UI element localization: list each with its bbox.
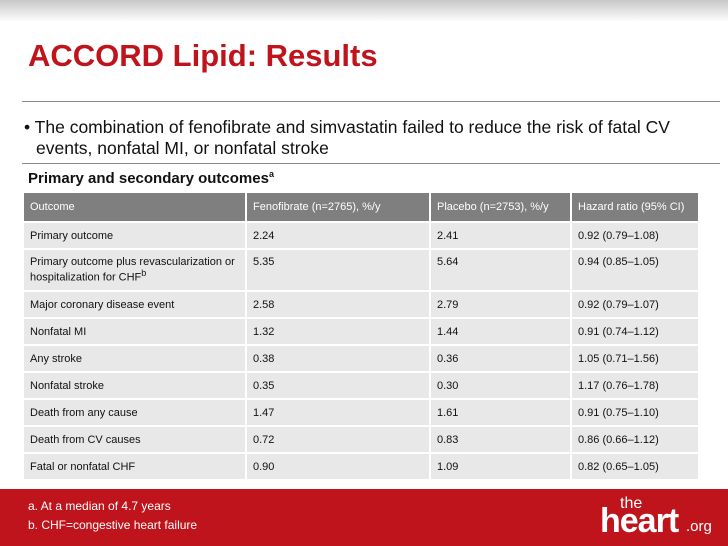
cell: 0.30	[430, 372, 572, 400]
cell: 1.05 (0.71–1.56)	[571, 345, 700, 373]
subtitle: Primary and secondary outcomesa	[28, 169, 274, 187]
cell: 0.38	[246, 345, 431, 373]
table-row: Any stroke 0.38 0.36 1.05 (0.71–1.56)	[24, 345, 700, 373]
cell: 0.92 (0.79–1.08)	[571, 222, 700, 250]
header-cell: Hazard ratio (95% CI)	[571, 193, 700, 223]
cell: 1.32	[246, 318, 431, 346]
cell: Nonfatal stroke	[24, 372, 247, 400]
subtitle-text: Primary and secondary outcomes	[28, 170, 269, 187]
footer	[0, 489, 728, 546]
header-cell: Outcome	[24, 193, 247, 223]
cell: Death from CV causes	[24, 426, 247, 454]
cell: 0.82 (0.65–1.05)	[571, 453, 700, 481]
cell: 2.79	[430, 291, 572, 319]
outcome: Death from any cause	[30, 406, 138, 419]
cell: 0.90	[246, 453, 431, 481]
cell: 1.09	[430, 453, 572, 481]
cell: 5.64	[430, 249, 572, 292]
outcome: Nonfatal MI	[30, 325, 87, 338]
cell: 0.94 (0.85–1.05)	[571, 249, 700, 292]
cell: Primary outcome plus revascularization o…	[24, 249, 247, 292]
cell: 1.44	[430, 318, 572, 346]
outcome: Primary outcome plus revascularization o…	[30, 256, 235, 284]
header-cell: Fenofibrate (n=2765), %/y	[246, 193, 431, 223]
outcomes-table: Outcome Fenofibrate (n=2765), %/y Placebo …	[24, 193, 700, 481]
cell: 1.61	[430, 399, 572, 427]
footnote: a. At a median of 4.7 years	[28, 499, 171, 513]
cell: 5.35	[246, 249, 431, 292]
cell: Major coronary disease event	[24, 291, 247, 319]
top-bar	[0, 0, 728, 22]
outcome: Fatal or nonfatal CHF	[30, 460, 136, 473]
table-row: Nonfatal stroke 0.35 0.30 1.17 (0.76–1.78)	[24, 372, 700, 400]
outcome: Major coronary disease event	[30, 298, 175, 311]
footnote-ref: b	[141, 268, 147, 278]
table-row: Major coronary disease event 2.58 2.79 0.92…	[24, 291, 700, 319]
table-row: Nonfatal MI 1.32 1.44 0.91 (0.74–1.12)	[24, 318, 700, 346]
cell: Fatal or nonfatal CHF	[24, 453, 247, 481]
table-row: Death from CV causes 0.72 0.83 0.86 (0.66–1…	[24, 426, 700, 454]
table-row: Primary outcome 2.24 2.41 0.92 (0.79–1.08)	[24, 222, 700, 250]
cell: Death from any cause	[24, 399, 247, 427]
cell: Any stroke	[24, 345, 247, 373]
header-row: Outcome Fenofibrate (n=2765), %/y Placebo …	[24, 193, 700, 223]
cell: 0.92 (0.79–1.07)	[571, 291, 700, 319]
table-row: Fatal or nonfatal CHF 0.90 1.09 0.82 (0.65–…	[24, 453, 700, 481]
footnote-ref: a	[268, 169, 274, 179]
cell: 2.41	[430, 222, 572, 250]
outcome: Nonfatal stroke	[30, 379, 104, 392]
logo-org: .org	[686, 518, 712, 535]
header-cell: Placebo (n=2753), %/y	[430, 193, 572, 223]
cell: 2.58	[246, 291, 431, 319]
table-row: Death from any cause 1.47 1.61 0.91 (0.75–1…	[24, 399, 700, 427]
logo-the: the	[620, 495, 643, 512]
outcome: Any stroke	[30, 352, 82, 365]
cell: 0.83	[430, 426, 572, 454]
rule	[22, 101, 720, 102]
bullet: • The combination of fenofibrate and sim…	[24, 117, 670, 158]
footnote: b. CHF=congestive heart failure	[28, 518, 198, 532]
cell: 0.36	[430, 345, 572, 373]
outcome: Death from CV causes	[30, 433, 141, 446]
cell: 0.86 (0.66–1.12)	[571, 426, 700, 454]
cell: Nonfatal MI	[24, 318, 247, 346]
cell: 1.47	[246, 399, 431, 427]
table-row: Primary outcome plus revascularization o…	[24, 249, 700, 292]
outcome: Primary outcome	[30, 229, 114, 242]
cell: 0.91 (0.74–1.12)	[571, 318, 700, 346]
cell: 2.24	[246, 222, 431, 250]
cell: 0.72	[246, 426, 431, 454]
rule	[22, 163, 720, 164]
cell: 0.91 (0.75–1.10)	[571, 399, 700, 427]
cell: 0.35	[246, 372, 431, 400]
title: ACCORD Lipid: Results	[28, 38, 378, 73]
logo-heart: heart	[600, 502, 679, 540]
cell: 1.17 (0.76–1.78)	[571, 372, 700, 400]
cell: Primary outcome	[24, 222, 247, 250]
